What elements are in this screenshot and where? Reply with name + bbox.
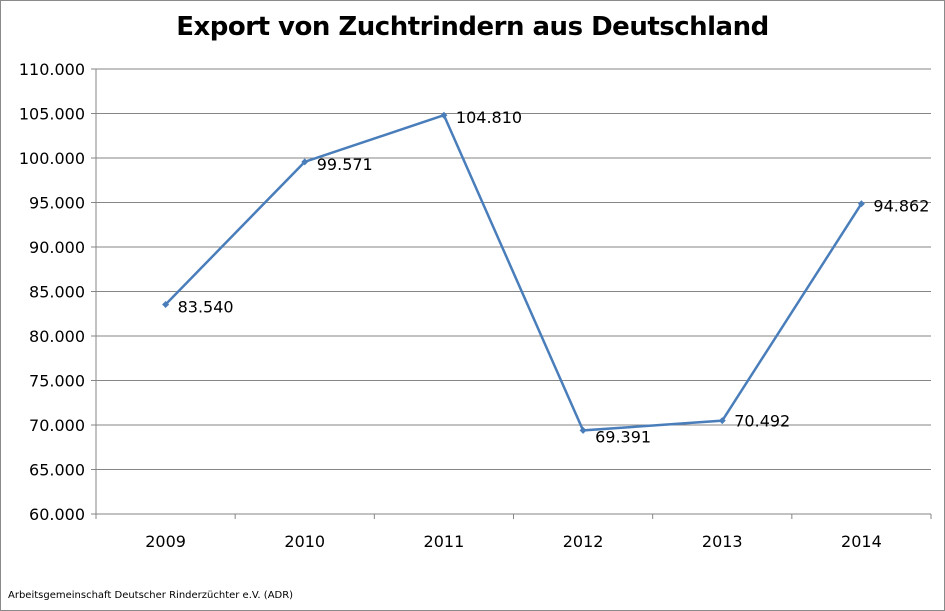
data-label: 69.391 [595, 427, 651, 446]
y-tick-label: 75.000 [29, 372, 85, 391]
source-footer: Arbeitsgemeinschaft Deutscher Rinderzüch… [8, 590, 294, 601]
data-point [440, 111, 448, 119]
data-label: 83.540 [178, 297, 234, 316]
series-line [164, 113, 863, 432]
y-tick-label: 60.000 [29, 505, 85, 524]
x-tick-label: 2011 [424, 532, 465, 551]
x-tick-label: 2014 [841, 532, 882, 551]
data-label: 104.810 [456, 108, 522, 127]
chart-title: Export von Zuchtrindern aus Deutschland [176, 12, 769, 42]
y-tick-label: 90.000 [29, 238, 85, 257]
data-point [857, 200, 865, 208]
y-tick-label: 100.000 [19, 149, 85, 168]
x-tick-label: 2012 [563, 532, 604, 551]
y-tick-label: 70.000 [29, 416, 85, 435]
data-label: 94.862 [873, 197, 929, 216]
y-tick-label: 65.000 [29, 461, 85, 480]
data-point [579, 426, 587, 434]
data-label: 70.492 [734, 412, 790, 431]
y-tick-label: 95.000 [29, 194, 85, 213]
data-point [301, 158, 309, 166]
y-tick-label: 105.000 [19, 105, 85, 124]
data-label: 99.571 [317, 155, 373, 174]
x-tick-label: 2013 [702, 532, 743, 551]
x-tick-label: 2009 [145, 532, 186, 551]
data-point [162, 300, 170, 308]
y-tick-label: 80.000 [29, 327, 85, 346]
y-tick-label: 110.000 [19, 60, 85, 79]
y-tick-label: 85.000 [29, 283, 85, 302]
data-point [718, 417, 726, 425]
x-tick-label: 2010 [284, 532, 325, 551]
